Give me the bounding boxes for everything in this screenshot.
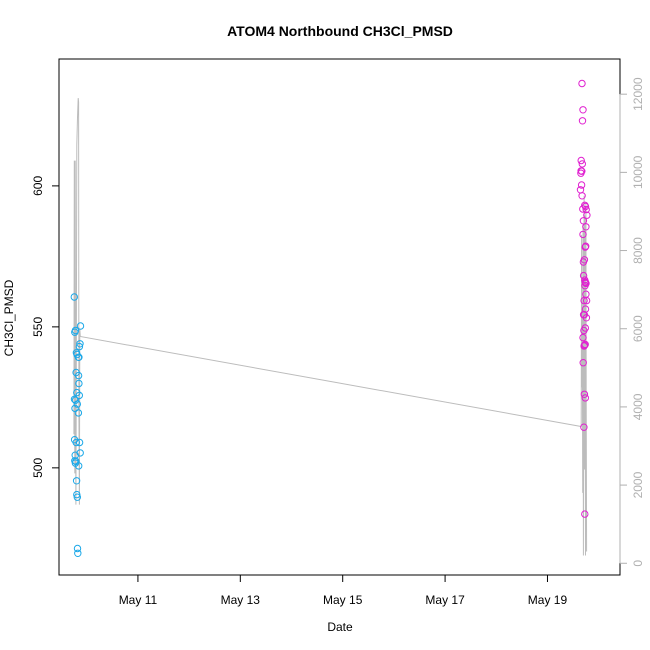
data-point-s2-39 <box>579 333 587 342</box>
data-point-s1-27 <box>76 322 85 330</box>
x-axis-label: Date <box>327 620 353 634</box>
data-point-s1-24 <box>75 353 83 361</box>
x-tick-label: May 13 <box>221 593 261 607</box>
y-axis-right: 0 2000 4000 6000 8000 10000 12000 <box>619 77 645 567</box>
x-tick-label: May 17 <box>425 593 465 607</box>
data-point-s2-4 <box>577 156 585 165</box>
y2-tick-label: 4000 <box>631 393 645 420</box>
data-point-s2-31 <box>580 296 588 305</box>
x-tick-label: May 19 <box>528 593 568 607</box>
x-tick-label: May 15 <box>323 593 363 607</box>
data-point-s2-15 <box>582 205 590 214</box>
data-point-s2-41 <box>580 341 589 349</box>
y2-tick-label: 10000 <box>631 155 645 189</box>
y2-tick-label: 6000 <box>631 315 645 342</box>
x-axis: May 11 May 13 May 15 May 17 May 19 <box>119 574 568 607</box>
data-point-s1-34 <box>76 449 84 457</box>
y-axis-label: CH3Cl_PMSD <box>2 279 16 356</box>
right-axis-series-line <box>73 98 588 556</box>
data-point-s2-44 <box>580 390 589 398</box>
data-point-s1-22 <box>74 549 82 557</box>
data-point-s1-16 <box>73 400 82 408</box>
data-point-s1-20 <box>73 493 82 501</box>
data-point-s2-36 <box>582 314 591 322</box>
data-point-s2-29 <box>581 282 589 290</box>
data-point-s2-2 <box>579 106 587 114</box>
data-point-s2-8 <box>577 169 585 177</box>
right-axis-line-layer <box>73 98 588 556</box>
data-point-s1-6 <box>71 396 80 404</box>
y-tick-label: 550 <box>31 317 45 337</box>
data-point-s1-32 <box>75 438 84 447</box>
data-point-s1-29 <box>75 379 83 388</box>
data-point-s2-42 <box>581 340 589 349</box>
y2-tick-label: 12000 <box>631 77 645 111</box>
plot-frame <box>58 58 621 576</box>
data-point-s2-19 <box>579 230 587 239</box>
data-point-s2-46 <box>580 423 588 431</box>
y2-tick-label: 0 <box>631 560 645 567</box>
data-point-s1-30 <box>75 391 84 400</box>
data-point-s1-19 <box>73 490 81 499</box>
data-point-s1-21 <box>73 544 82 553</box>
data-point-s2-45 <box>581 394 589 402</box>
points-layer <box>70 79 591 557</box>
data-point-s2-5 <box>578 160 586 168</box>
data-point-s2-13 <box>581 201 589 210</box>
data-point-s1-33 <box>75 462 83 470</box>
data-point-s2-9 <box>577 181 586 189</box>
data-point-s1-17 <box>72 438 80 447</box>
data-point-s2-3 <box>578 117 587 125</box>
data-point-s1-31 <box>74 409 83 417</box>
data-point-s2-14 <box>581 202 590 211</box>
y-tick-label: 600 <box>31 176 45 196</box>
data-point-s2-32 <box>582 296 591 305</box>
data-point-s2-17 <box>579 217 588 225</box>
data-point-s2-21 <box>582 242 590 250</box>
y2-tick-label: 2000 <box>631 471 645 498</box>
data-point-s2-18 <box>582 223 590 231</box>
data-point-s2-23 <box>579 258 588 266</box>
y-axis-left: 500 550 600 <box>31 176 60 478</box>
chart-title: ATOM4 Northbound CH3Cl_PMSD <box>227 23 453 39</box>
data-point-s1-3 <box>71 326 80 335</box>
y-tick-label: 500 <box>31 458 45 478</box>
data-point-s2-16 <box>583 211 591 219</box>
x-tick-label: May 11 <box>119 593 158 607</box>
data-point-s1-26 <box>76 340 84 348</box>
data-point-s1-25 <box>75 342 84 351</box>
data-point-s1-28 <box>74 371 83 380</box>
y2-tick-label: 8000 <box>631 237 645 264</box>
data-point-s2-38 <box>580 326 588 335</box>
data-point-s1-1 <box>70 293 79 301</box>
data-point-s2-11 <box>578 192 586 200</box>
data-point-s1-18 <box>72 477 81 485</box>
data-point-s2-47 <box>581 510 589 518</box>
data-point-s2-43 <box>579 359 587 367</box>
data-point-s2-1 <box>578 79 586 88</box>
